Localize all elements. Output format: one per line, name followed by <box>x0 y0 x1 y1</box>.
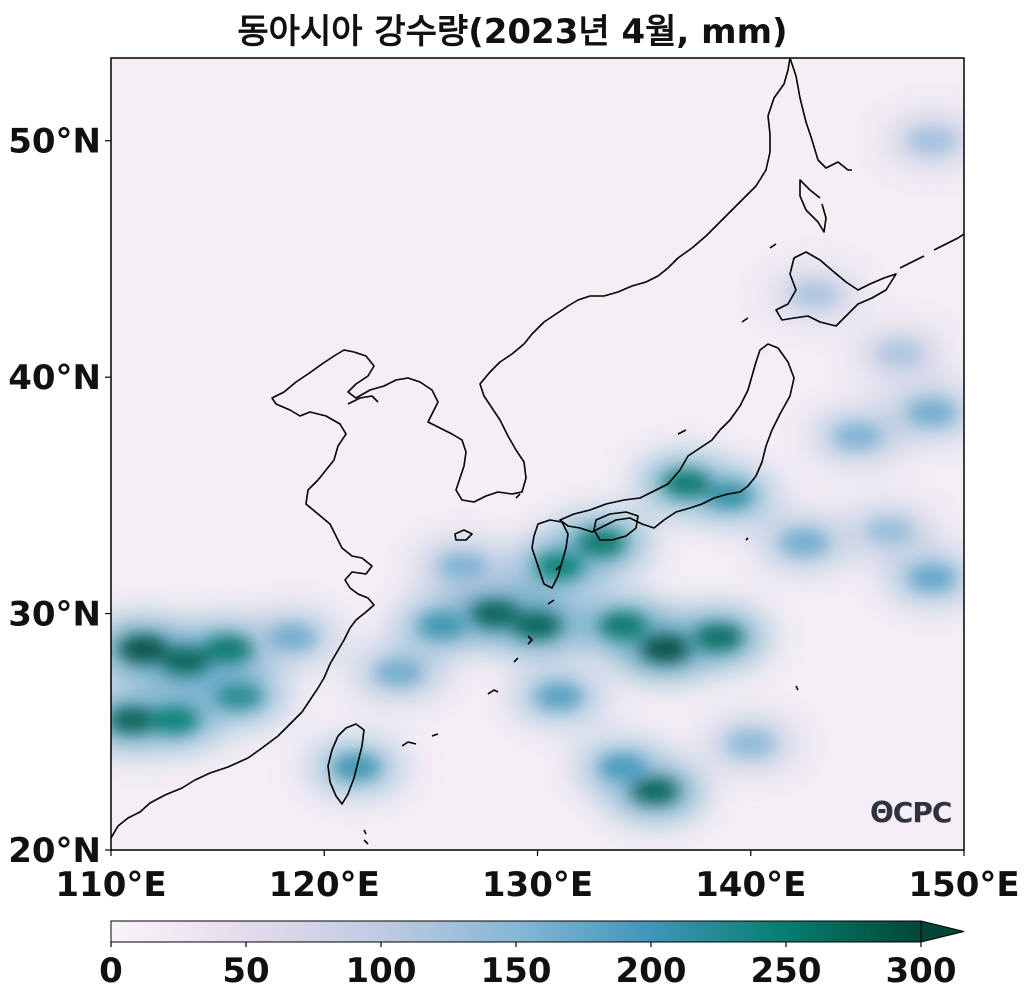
precip-region-core <box>118 636 167 663</box>
coastline-taiwan <box>327 723 365 805</box>
precip-region-core <box>726 730 775 757</box>
precip-region-core <box>577 529 626 556</box>
coastline-shikoku <box>593 511 639 541</box>
precip-region-core <box>908 399 957 426</box>
precip-region-core <box>908 565 957 592</box>
longitude-axis: 110°E 120°E 130°E 140°E 150°E <box>55 850 1020 905</box>
lon-tick-label: 110°E <box>55 865 166 905</box>
precip-region-core <box>598 754 647 781</box>
map-title: 동아시아 강수량(2023년 4월, mm) <box>237 12 788 52</box>
precip-region-core <box>865 517 914 544</box>
coastline-jeju <box>454 529 473 541</box>
coastline-bohai <box>347 395 379 405</box>
precip-region-core <box>150 706 199 733</box>
colorbar-extend-arrow <box>920 920 965 943</box>
precip-region-core <box>662 470 711 497</box>
precip-region-core <box>214 683 263 710</box>
lon-tick-label: 150°E <box>908 865 1019 905</box>
lon-tick-label: 120°E <box>269 865 380 905</box>
precip-region-core <box>204 636 253 663</box>
cpc-logo: ΘCPC <box>870 796 952 829</box>
precip-region-core <box>268 624 317 651</box>
precip-region-core <box>111 706 157 733</box>
precip-region-core <box>161 647 210 674</box>
precip-region-core <box>438 553 487 580</box>
colorbar-gradient <box>110 920 922 943</box>
precip-region-core <box>470 600 519 627</box>
coastline-misc-islands <box>363 243 799 845</box>
precip-region-core <box>833 423 882 450</box>
precip-region-core <box>417 612 466 639</box>
precip-region-core <box>790 281 839 308</box>
coastline-hokkaido <box>775 251 897 327</box>
precip-region-core <box>374 659 423 686</box>
coastline-mainland <box>111 58 791 839</box>
colorbar: 0 50 100 150 200 250 300 <box>99 920 965 991</box>
lon-tick-label: 130°E <box>482 865 593 905</box>
precip-region-core <box>876 340 925 367</box>
precip-region-core <box>780 529 829 556</box>
coastline <box>111 58 964 845</box>
coastline-honshu <box>559 343 795 533</box>
precip-region-core <box>705 482 754 509</box>
colorbar-tick-label: 200 <box>616 951 687 991</box>
colorbar-tick-label: 150 <box>481 951 552 991</box>
colorbar-tick-label: 50 <box>222 951 269 991</box>
lat-tick-label: 50°N <box>8 122 101 162</box>
precip-region-core <box>534 683 583 710</box>
precip-region-core <box>598 612 647 639</box>
coastline-ryukyu <box>401 493 561 747</box>
colorbar-tick-label: 250 <box>751 951 822 991</box>
lat-tick-label: 30°N <box>8 595 101 635</box>
precip-region-core <box>630 777 679 804</box>
colorbar-tick-label: 300 <box>886 951 957 991</box>
precip-region-core <box>641 636 690 663</box>
precip-region-core <box>908 127 957 154</box>
coastline-sakhalin <box>789 58 852 233</box>
colorbar-tick-label: 0 <box>99 951 123 991</box>
precip-region-core <box>694 624 743 651</box>
precip-region-core <box>513 612 562 639</box>
lat-tick-label: 20°N <box>8 831 101 871</box>
colorbar-tick-label: 100 <box>346 951 417 991</box>
colorbar-ticks: 0 50 100 150 200 250 300 <box>99 942 956 991</box>
latitude-axis: 20°N 30°N 40°N 50°N <box>8 122 111 871</box>
coastline-kyushu <box>531 519 569 589</box>
coastline-kurils <box>899 233 964 269</box>
lon-tick-label: 140°E <box>695 865 806 905</box>
lat-tick-label: 40°N <box>8 358 101 398</box>
